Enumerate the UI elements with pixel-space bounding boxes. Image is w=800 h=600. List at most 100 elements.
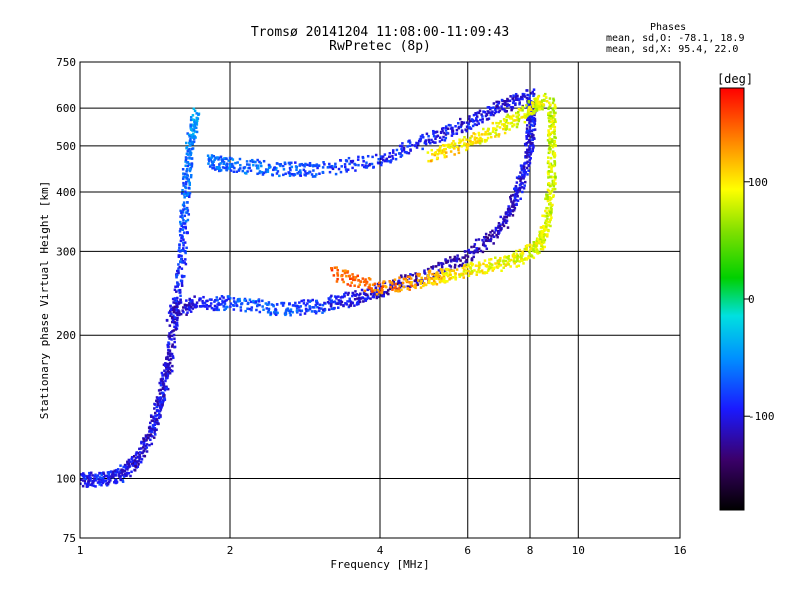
data-point [86,476,90,480]
data-point [273,166,276,169]
data-point [417,279,420,282]
data-point [553,152,556,155]
data-point [151,428,155,431]
data-point [456,257,459,260]
data-point [510,121,514,125]
data-point [106,482,110,486]
data-point [87,479,90,482]
data-point [287,309,290,313]
data-point [532,249,536,252]
data-point [278,174,281,178]
data-point [232,308,236,311]
data-point [463,142,466,145]
data-point [438,146,442,149]
data-point [354,276,358,279]
data-point [144,447,147,450]
data-point [474,238,478,242]
data-point [185,141,188,145]
data-point [180,254,183,258]
data-point [474,112,477,115]
data-point [332,274,336,277]
data-point [543,228,546,232]
data-point [506,113,510,117]
data-point [162,384,166,388]
data-point [479,139,482,142]
phase-line-x: mean, sd,X: 95.4, 22.0 [606,44,739,55]
data-point [116,468,120,471]
data-point [528,94,531,97]
data-point [405,151,409,155]
data-point [366,288,369,292]
data-point [344,168,348,171]
data-point [363,297,367,301]
data-point [503,215,506,219]
data-point [299,169,302,172]
data-point [391,151,395,154]
data-point [174,285,177,289]
data-point [258,170,262,173]
data-point [179,294,182,298]
data-point [455,132,459,135]
data-point [472,113,476,117]
data-point [182,231,186,234]
data-point [440,265,444,269]
data-point [276,170,280,173]
data-point [221,301,224,304]
data-point [341,269,345,273]
data-point [163,364,167,367]
data-point [224,166,228,170]
data-point [352,275,355,279]
data-point [169,304,172,308]
data-point [465,265,469,269]
data-point [508,214,511,217]
data-point [528,128,532,132]
data-point [435,271,438,275]
data-point [181,309,184,312]
data-point [525,127,529,130]
data-point [125,471,129,475]
data-point [318,309,321,313]
data-point [526,117,530,120]
data-point [187,186,190,190]
data-point [295,309,299,313]
data-point [440,127,444,131]
data-point [271,173,274,177]
data-point [475,270,479,274]
data-point [422,281,426,285]
data-point [488,132,492,135]
data-point [526,141,530,144]
data-point [480,113,483,116]
data-point [532,92,536,96]
data-point [509,212,512,216]
data-point [408,144,412,148]
data-point [266,311,270,314]
data-point [83,479,87,483]
data-point [419,137,423,141]
data-point [409,273,412,276]
data-point [399,284,403,288]
data-point [182,172,185,175]
data-point [497,229,500,233]
data-point [457,257,461,261]
data-point [93,477,96,480]
data-point [212,166,216,170]
phase-heading: Phases [650,22,687,33]
data-point [531,104,535,107]
data-point [542,103,545,106]
data-point [444,151,448,154]
data-point [359,292,362,296]
data-point [443,144,446,147]
data-point [167,358,171,362]
data-point [498,126,502,129]
data-point [513,254,517,258]
data-point [505,115,508,119]
data-point [425,132,429,136]
data-point [183,207,187,211]
data-point [537,105,541,109]
data-point [525,257,529,261]
data-point [547,224,550,227]
data-point [138,451,142,454]
data-point [178,288,182,292]
colorbar-tick-label: 100 [748,176,768,189]
data-point [534,103,537,106]
